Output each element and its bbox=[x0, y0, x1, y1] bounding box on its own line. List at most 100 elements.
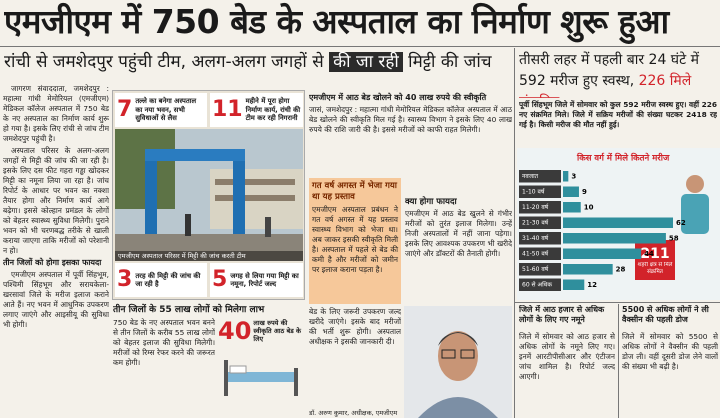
windows bbox=[215, 179, 295, 185]
column-divider bbox=[618, 304, 619, 418]
subheadline-text: रांची से जमशेदपुर पहुंची टीम, अलग-अलग जग… bbox=[4, 52, 324, 72]
face bbox=[438, 331, 478, 381]
stat-number: 11 bbox=[212, 97, 243, 122]
hair bbox=[438, 332, 478, 346]
column-divider bbox=[514, 48, 515, 418]
category-label: 41-50 वर्ष bbox=[522, 249, 549, 257]
bar bbox=[563, 279, 585, 290]
category-label: नवजात bbox=[522, 173, 539, 180]
gate-arch bbox=[145, 149, 245, 161]
bar bbox=[563, 202, 581, 213]
value-label: 12 bbox=[587, 281, 597, 289]
chart: किस वर्ग में मिले कितने मरीज 211 शहरी क्… bbox=[517, 148, 720, 300]
chart-title: किस वर्ग में मिले कितने मरीज bbox=[576, 153, 670, 164]
bed-frame bbox=[294, 368, 298, 396]
subheadline: रांची से जमशेदपुर पहुंची टीम, अलग-अलग जग… bbox=[4, 50, 512, 76]
person bbox=[265, 217, 271, 237]
article-text: जासं, जमशेदपुर : महात्मा गांधी मेमोरियल … bbox=[309, 105, 512, 134]
stat-text: तरह की मिट्टी की जांच की जा रही है bbox=[135, 271, 201, 289]
value-label: 3 bbox=[571, 172, 576, 180]
category-label-bg bbox=[519, 247, 561, 260]
section-text: जिले में सोमवार को आठ हजार से अधिक लोगों… bbox=[519, 332, 615, 381]
stat-number: 5 bbox=[212, 267, 228, 292]
doctor-illustration bbox=[681, 175, 709, 234]
value-label: 10 bbox=[584, 203, 594, 211]
stat-number: 3 bbox=[117, 267, 133, 292]
category-label-bg bbox=[519, 170, 561, 183]
photo-box: 7 तल्ले का बनेगा अस्पताल का नया भवन, सभी … bbox=[112, 90, 305, 300]
section-title: 5500 से अधिक लोगों ने ली वैक्सीन की पहली… bbox=[622, 305, 709, 324]
caption: एमजीएम अस्पताल परिसर में मिट्टी की जांच … bbox=[115, 251, 303, 261]
paragraph: अस्पताल परिसर के अलग-अलग जगहों से मिट्टी… bbox=[3, 146, 109, 255]
bar bbox=[563, 171, 569, 182]
body bbox=[681, 194, 709, 234]
pillow bbox=[229, 365, 247, 374]
paragraph: एमजीएम अस्पताल में पूर्वी सिंहभूम, पश्चि… bbox=[3, 270, 109, 329]
subheadline-text: मिट्टी की जांच bbox=[408, 52, 492, 72]
stat-number: 40 bbox=[218, 318, 252, 345]
bed-illustration bbox=[224, 360, 298, 396]
section-title: तीन जिलों के 55 लाख लोगों को मिलेगा लाभ bbox=[113, 305, 265, 315]
highlight-box bbox=[635, 240, 675, 280]
paragraph: जागरण संवाददाता, जमशेदपुर : महात्मा गांध… bbox=[3, 84, 109, 143]
headline-highlight: 226 मिले संक्रमित bbox=[519, 73, 692, 98]
subhead: तीन जिलों को होगा इसका फायदा bbox=[3, 258, 102, 267]
category-label: 1-10 वर्ष bbox=[522, 187, 545, 195]
bar bbox=[563, 233, 666, 244]
section-text: 750 बेड के नए अस्पताल भवन बनने से तीन जि… bbox=[113, 318, 215, 367]
bed-mattress bbox=[226, 372, 296, 382]
stat-text: तल्ले का बनेगा अस्पताल का नया भवन, सभी स… bbox=[135, 97, 197, 123]
box-text: एमजीएम अस्पताल प्रबंधन ने गत वर्ष अगस्त … bbox=[312, 205, 398, 274]
right-text: पूर्वी सिंहभूम जिले में सोमवार को कुल 59… bbox=[519, 100, 717, 129]
category-label: 51-60 वर्ष bbox=[522, 265, 549, 273]
stat: 5 जगह से लिया गया मिट्टी का नमूना, रिपोर्… bbox=[210, 263, 303, 297]
left-column: जागरण संवाददाता, जमशेदपुर : महात्मा गांध… bbox=[3, 84, 109, 418]
section-title: जिले में आठ हजार से अधिक लोगों के लिए गए… bbox=[519, 305, 605, 324]
stat-number: 7 bbox=[117, 97, 133, 122]
article-title: एमजीएम में आठ बेड खोलने को 40 लाख रुपये … bbox=[309, 93, 487, 102]
box-title: गत वर्ष अगस्त में भेजा गया था यह प्रस्ता… bbox=[312, 181, 397, 202]
head bbox=[686, 175, 704, 193]
category-label: 11-20 वर्ष bbox=[522, 203, 549, 211]
photo bbox=[115, 129, 303, 261]
stat-text: जगह से लिया गया मिट्टी का नमूना, रिपोर्ट… bbox=[230, 271, 299, 289]
category-label: 21-30 वर्ष bbox=[522, 218, 549, 226]
gate-pillar bbox=[145, 154, 157, 239]
section-text: जिले में सोमवार को 5500 से अधिक लोगों ने… bbox=[622, 332, 718, 371]
info-box: गत वर्ष अगस्त में भेजा गया था यह प्रस्ता… bbox=[309, 178, 401, 304]
category-label-bg bbox=[519, 201, 561, 214]
category-label-bg bbox=[519, 263, 561, 276]
stat: 11 महीने में पूरा होगा निर्माण कार्य, रां… bbox=[210, 93, 303, 127]
category-label: 31-40 वर्ष bbox=[522, 234, 549, 242]
highlight-text-wrap: शहरी क्षेत्र से मिले संक्रमित bbox=[637, 262, 673, 275]
bar bbox=[563, 248, 642, 259]
stat: 3 तरह की मिट्टी की जांच की जा रही है bbox=[115, 263, 207, 297]
section-text: एमजीएम में आठ बेड खुलने से गंभीर मरीजों … bbox=[405, 209, 512, 258]
stat-text: महीने में पूरा होगा निर्माण कार्य, रांची… bbox=[245, 97, 301, 123]
section-title: क्या होगा फायदा bbox=[405, 197, 457, 207]
divider bbox=[0, 46, 720, 47]
value-label: 62 bbox=[676, 219, 686, 227]
bed-graphic: 40 लाख रुपये की स्वीकृति आठ बेड के लिए bbox=[218, 318, 306, 418]
bar bbox=[563, 264, 613, 275]
glasses bbox=[460, 349, 475, 359]
value-label: 58 bbox=[669, 234, 679, 242]
divider bbox=[515, 302, 720, 303]
category-label-bg bbox=[519, 232, 561, 245]
portrait bbox=[404, 306, 512, 418]
gate-pillar bbox=[233, 154, 245, 239]
headline-text: तीसरी लहर में पहली बार 24 घंटे में 592 म… bbox=[519, 52, 699, 89]
highlight-number: 211 bbox=[640, 246, 669, 262]
category-label: 60 से अधिक bbox=[522, 280, 552, 288]
bar bbox=[563, 186, 579, 197]
article-text: बेड के लिए जरूरी उपकरण जल्द खरीदे जाएंगे… bbox=[309, 307, 401, 346]
right-headline: तीसरी लहर में पहली बार 24 घंटे में 592 म… bbox=[519, 50, 719, 98]
category-label-bg bbox=[519, 278, 561, 291]
category-label-bg bbox=[519, 185, 561, 198]
quote-author: डॉ. अरुण कुमार, अधीक्षक, एमजीएम bbox=[309, 409, 398, 417]
shoulders bbox=[418, 397, 498, 418]
stat-text: लाख रुपये की स्वीकृति आठ बेड के लिए bbox=[253, 319, 302, 343]
person bbox=[185, 214, 191, 236]
highlight-text: शहरी क्षेत्र से मिले संक्रमित bbox=[637, 262, 673, 275]
